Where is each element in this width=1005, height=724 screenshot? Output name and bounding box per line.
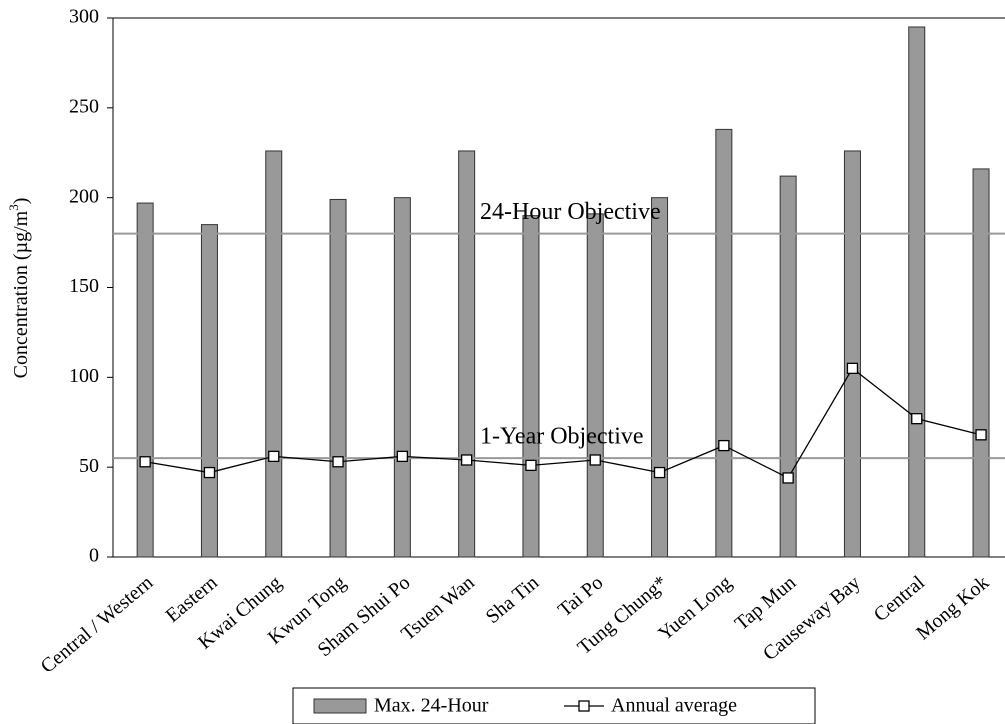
bar xyxy=(329,198,347,558)
y-axis-label: Concentration (µg/m3) xyxy=(6,198,32,379)
y-tick-label: 0 xyxy=(89,545,99,567)
bar xyxy=(972,168,990,558)
marker xyxy=(203,466,216,479)
x-tick-label: Eastern xyxy=(162,571,222,626)
legend-box xyxy=(292,687,816,724)
marker xyxy=(846,362,859,375)
marker xyxy=(718,439,730,452)
x-tick-label: Tai Po xyxy=(554,571,608,621)
x-tick-label: Central xyxy=(870,571,930,626)
legend-swatch xyxy=(313,698,367,714)
legend: Max. 24-Hour Annual average xyxy=(292,687,816,724)
line xyxy=(145,367,982,479)
legend-label: Annual average xyxy=(611,695,737,717)
bar xyxy=(843,150,861,558)
reference-label: 24-Hour Objective xyxy=(480,199,661,225)
bar xyxy=(522,215,540,558)
marker xyxy=(911,413,923,425)
marker xyxy=(975,429,987,441)
y-tick-label: 200 xyxy=(69,185,99,207)
marker xyxy=(782,472,794,484)
x-tick-label: Sha Tin xyxy=(482,571,543,628)
legend-label: Max. 24-Hour xyxy=(374,695,489,717)
bar xyxy=(908,26,926,558)
marker xyxy=(396,450,409,463)
marker xyxy=(589,454,601,466)
marker xyxy=(139,456,151,468)
bar xyxy=(393,197,411,558)
y-tick-label: 300 xyxy=(69,6,99,28)
bar xyxy=(586,213,604,558)
x-tick-label: Mong Kok xyxy=(912,571,993,644)
y-tick-label: 250 xyxy=(69,95,99,117)
bar xyxy=(200,224,218,558)
marker xyxy=(653,466,666,479)
y-tick-label: 150 xyxy=(69,275,99,297)
marker xyxy=(460,454,473,466)
bar xyxy=(651,197,669,558)
bar xyxy=(779,175,797,558)
bar xyxy=(136,202,154,558)
bar xyxy=(265,150,283,558)
bar xyxy=(458,150,476,558)
x-tick-label: Central / Western xyxy=(37,571,158,677)
bar xyxy=(715,128,733,558)
y-tick-label: 100 xyxy=(69,365,99,387)
legend-swatch xyxy=(578,700,590,712)
reference-label: 1-Year Objective xyxy=(480,424,644,450)
y-tick-label: 50 xyxy=(79,455,99,477)
marker xyxy=(332,456,344,468)
marker xyxy=(525,459,537,472)
marker xyxy=(268,450,280,463)
